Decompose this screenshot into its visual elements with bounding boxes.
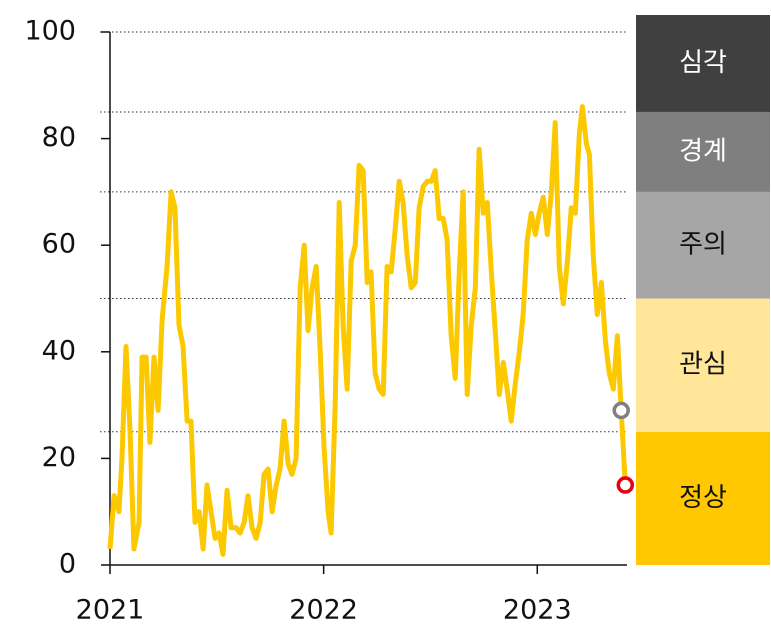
y-tick-label: 60 — [42, 229, 76, 260]
y-tick-label: 100 — [24, 16, 76, 47]
band-label: 심각 — [679, 48, 727, 78]
marker — [612, 401, 630, 420]
band-label: 경계 — [679, 136, 727, 166]
band-box — [636, 191, 770, 299]
band-box — [636, 431, 770, 565]
band-box — [636, 15, 770, 112]
marker — [616, 476, 635, 494]
band-label: 관심 — [679, 350, 727, 380]
x-tick-label: 2021 — [76, 595, 145, 626]
band-label: 주의 — [679, 230, 727, 260]
x-tick-label: 2023 — [503, 595, 572, 626]
data-line — [107, 104, 628, 557]
band-box — [636, 111, 770, 192]
y-tick-label: 20 — [42, 442, 76, 473]
x-tick-label: 2022 — [289, 595, 358, 626]
band-box — [636, 298, 770, 432]
band-label: 정상 — [679, 483, 727, 513]
y-tick-label: 0 — [59, 549, 76, 580]
y-tick-label: 40 — [42, 335, 76, 366]
y-tick-label: 80 — [42, 122, 76, 153]
